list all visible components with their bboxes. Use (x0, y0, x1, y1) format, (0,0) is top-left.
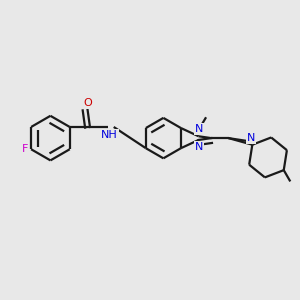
Text: N: N (247, 133, 255, 143)
Text: F: F (22, 144, 28, 154)
Text: NH: NH (101, 130, 118, 140)
Text: N: N (195, 142, 203, 152)
Text: N: N (195, 124, 203, 134)
Text: O: O (83, 98, 92, 108)
